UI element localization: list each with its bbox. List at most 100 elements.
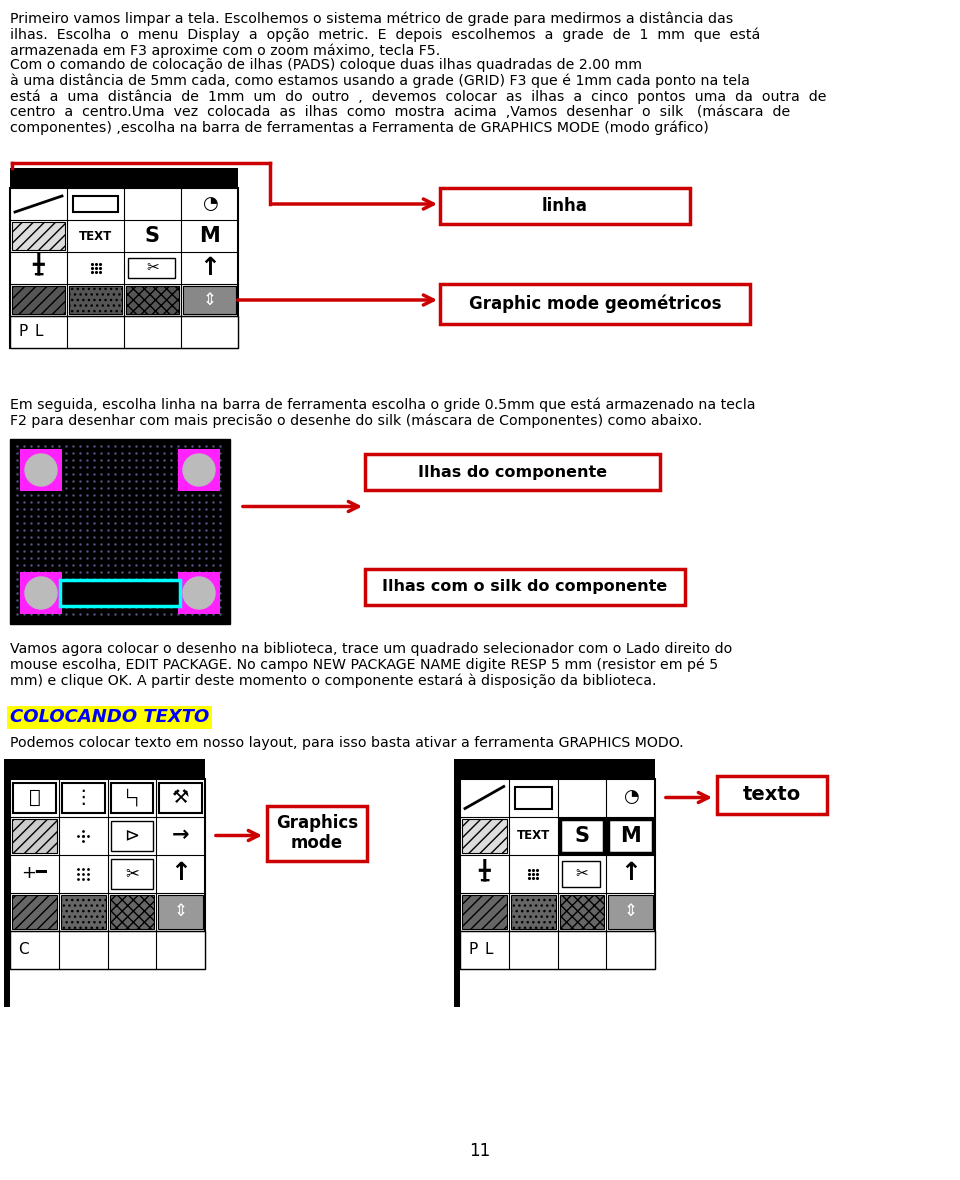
Text: S: S xyxy=(574,826,589,846)
Text: L: L xyxy=(35,324,43,340)
Text: ↑: ↑ xyxy=(199,256,220,280)
Text: TEXT: TEXT xyxy=(516,830,550,843)
Text: +━: +━ xyxy=(21,865,47,883)
Text: →: → xyxy=(172,826,189,846)
Bar xyxy=(13,782,56,813)
Bar xyxy=(69,286,122,314)
Bar xyxy=(10,779,205,969)
Text: ↑: ↑ xyxy=(620,861,641,885)
Text: 11: 11 xyxy=(469,1142,491,1160)
Bar xyxy=(462,819,507,852)
Text: linha: linha xyxy=(542,197,588,215)
Text: ━: ━ xyxy=(35,268,42,282)
Text: ⌗: ⌗ xyxy=(29,788,40,807)
Bar xyxy=(365,454,660,490)
Text: armazenada em F3 aproxime com o zoom máximo, tecla F5.: armazenada em F3 aproxime com o zoom máx… xyxy=(10,42,441,58)
Text: Ilhas com o silk do componente: Ilhas com o silk do componente xyxy=(382,579,667,595)
Bar xyxy=(515,787,551,808)
Bar xyxy=(267,806,367,860)
Text: P: P xyxy=(468,942,477,957)
Bar xyxy=(10,168,238,188)
Bar xyxy=(12,222,65,250)
Text: M: M xyxy=(620,826,641,846)
Bar xyxy=(178,572,220,614)
Text: COLOCANDO TEXTO: COLOCANDO TEXTO xyxy=(10,708,209,727)
Text: à uma distância de 5mm cada, como estamos usando a grade (GRID) F3 que é 1mm cad: à uma distância de 5mm cada, como estamo… xyxy=(10,74,750,88)
Text: texto: texto xyxy=(743,785,802,804)
Bar xyxy=(560,894,604,929)
Bar xyxy=(440,188,690,224)
Bar xyxy=(110,859,154,889)
Bar xyxy=(609,819,653,852)
Text: mm) e clique OK. A partir deste momento o componente estará à disposição da bibl: mm) e clique OK. A partir deste momento … xyxy=(10,673,657,688)
Bar xyxy=(12,286,65,314)
Text: ilhas.  Escolha  o  menu  Display  a  opção  metric.  E  depois  escolhemos  a  : ilhas. Escolha o menu Display a opção me… xyxy=(10,27,760,42)
Bar xyxy=(462,894,507,929)
Text: └┐: └┐ xyxy=(123,788,141,806)
Text: ⇕: ⇕ xyxy=(203,291,216,309)
Bar xyxy=(60,581,180,607)
Text: ⋮: ⋮ xyxy=(73,788,93,807)
Bar xyxy=(4,759,10,1007)
Bar xyxy=(183,286,236,314)
Text: C: C xyxy=(18,942,29,957)
Bar xyxy=(126,286,179,314)
Bar xyxy=(460,931,655,969)
Bar xyxy=(460,759,655,779)
Text: ⇕: ⇕ xyxy=(624,903,637,920)
Text: ✂: ✂ xyxy=(575,866,588,881)
Bar xyxy=(10,439,230,624)
Bar xyxy=(560,819,604,852)
Bar xyxy=(183,286,236,314)
Text: mouse escolha, EDIT PACKAGE. No campo NEW PACKAGE NAME digite RESP 5 mm (resisto: mouse escolha, EDIT PACKAGE. No campo NE… xyxy=(10,657,718,671)
Text: ✂: ✂ xyxy=(146,261,158,275)
Bar xyxy=(61,782,105,813)
Text: centro  a  centro.Uma  vez  colocada  as  ilhas  como  mostra  acima  ,Vamos  de: centro a centro.Uma vez colocada as ilha… xyxy=(10,105,790,119)
Text: L: L xyxy=(485,942,493,957)
Text: ✂: ✂ xyxy=(125,865,139,883)
Bar xyxy=(158,894,203,929)
Bar xyxy=(440,284,750,324)
Circle shape xyxy=(183,454,215,486)
Circle shape xyxy=(183,577,215,609)
Bar xyxy=(20,572,62,614)
Bar xyxy=(73,196,118,212)
Text: Primeiro vamos limpar a tela. Escolhemos o sistema métrico de grade para medirmo: Primeiro vamos limpar a tela. Escolhemos… xyxy=(10,12,733,26)
Text: M: M xyxy=(199,227,220,245)
Bar xyxy=(110,820,154,851)
Text: ⚒: ⚒ xyxy=(172,788,189,807)
Text: ╋: ╋ xyxy=(478,858,491,880)
Text: ⇕: ⇕ xyxy=(174,903,187,920)
Bar xyxy=(12,819,57,852)
Bar xyxy=(12,286,65,314)
Bar xyxy=(717,775,827,813)
Bar xyxy=(10,316,238,348)
Text: ━: ━ xyxy=(480,873,489,887)
Bar xyxy=(20,450,62,491)
Text: ⊳: ⊳ xyxy=(124,826,139,845)
Text: está  a  uma  distância  de  1mm  um  do  outro  ,  devemos  colocar  as  ilhas : está a uma distância de 1mm um do outro … xyxy=(10,90,827,104)
Text: Podemos colocar texto em nosso layout, para isso basta ativar a ferramenta GRAPH: Podemos colocar texto em nosso layout, p… xyxy=(10,736,684,750)
Bar xyxy=(10,759,205,779)
Bar xyxy=(460,779,655,969)
Bar xyxy=(109,894,155,929)
Bar xyxy=(10,931,205,969)
Bar xyxy=(126,286,179,314)
Bar xyxy=(562,860,600,886)
Text: ↑: ↑ xyxy=(170,861,191,885)
Bar xyxy=(454,759,460,1007)
Text: F2 para desenhar com mais precisão o desenhe do silk (máscara de Componentes) co: F2 para desenhar com mais precisão o des… xyxy=(10,413,703,428)
Bar xyxy=(365,569,685,605)
Bar xyxy=(159,782,202,813)
Text: P: P xyxy=(18,324,27,340)
Text: Vamos agora colocar o desenho na biblioteca, trace um quadrado selecionador com : Vamos agora colocar o desenho na bibliot… xyxy=(10,642,732,656)
Text: TEXT: TEXT xyxy=(79,229,112,243)
Bar xyxy=(609,894,653,929)
Circle shape xyxy=(25,577,57,609)
Text: ╋: ╋ xyxy=(33,253,44,275)
Circle shape xyxy=(25,454,57,486)
Text: ◔: ◔ xyxy=(623,788,638,806)
Bar xyxy=(128,258,175,278)
Text: Ilhas do componente: Ilhas do componente xyxy=(418,465,607,479)
Text: Graphics
mode: Graphics mode xyxy=(276,813,358,852)
